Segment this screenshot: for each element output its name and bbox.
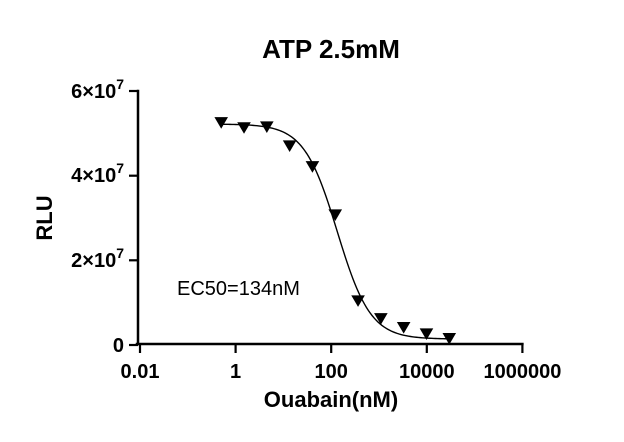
data-point-triangle [328,209,343,222]
data-point-triangle [282,140,297,153]
y-axis-title: RLU [32,195,57,240]
fit-curve [220,123,451,340]
data-point-triangle [396,321,411,334]
y-tick-label-2e7: 2×107 [71,245,124,272]
data-point-triangle [419,328,434,340]
data-point-triangle [374,313,388,325]
x-tick-label-1000000: 1000000 [483,361,561,383]
data-point-triangle [442,333,457,345]
data-point-triangle [260,121,274,133]
x-tick-label-10000: 10000 [399,361,455,383]
y-tick-label-4e7: 4×107 [71,160,124,187]
x-tick-label-100: 100 [315,361,348,383]
data-point-triangle [237,122,251,134]
y-tick-label-6e7: 6×107 [71,76,124,103]
ec50-annotation: EC50=134nM [177,278,300,300]
data-point-triangle [351,295,365,307]
x-tick-label-0p01: 0.01 [121,361,160,383]
y-tick-label-0: 0 [113,335,124,357]
x-axis: 0.01 1 100 10000 1000000 Ouabain(nM) [121,342,561,412]
chart-title: ATP 2.5mM [262,34,400,64]
x-axis-title: Ouabain(nM) [264,387,398,412]
data-point-triangle [214,117,229,129]
data-point-markers [214,117,457,345]
y-axis: 0 2×107 4×107 6×107 RLU [32,76,140,357]
x-tick-label-1: 1 [230,361,241,383]
data-point-triangle [305,161,320,173]
